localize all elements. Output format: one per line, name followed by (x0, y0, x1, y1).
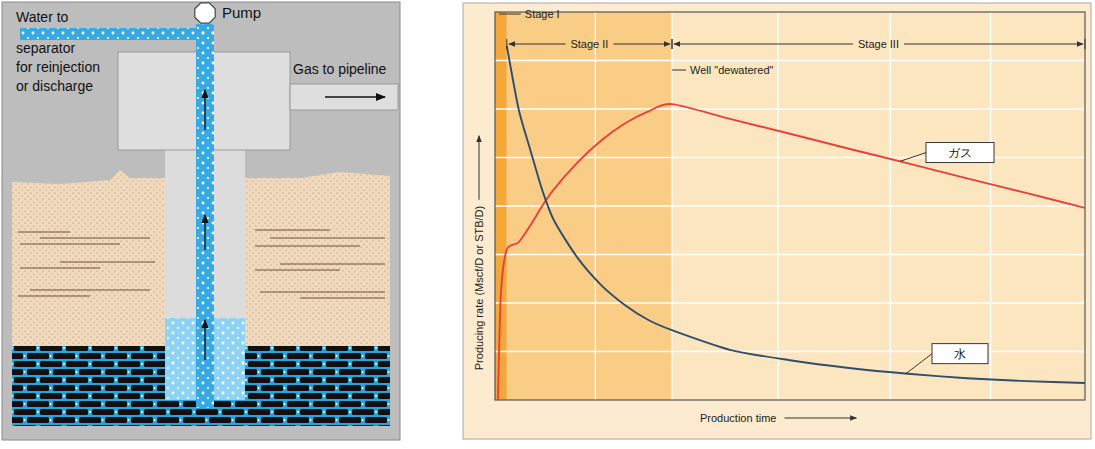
tubing (196, 24, 214, 408)
grid-line-y (495, 302, 1085, 303)
x-axis-arrow (784, 418, 856, 419)
rock-layer (255, 229, 330, 230)
water-outlet-label: or discharge (16, 78, 93, 94)
grid-line-y (495, 108, 1085, 109)
stage-arrow (613, 44, 670, 45)
series-group (498, 46, 1085, 400)
stage-tick (506, 39, 507, 49)
water-flow-arrow (204, 90, 205, 130)
grid-line-y (495, 205, 1085, 206)
rock-layer (300, 297, 385, 298)
gas-flow-arrow (325, 96, 385, 98)
stage-arrow (509, 44, 566, 45)
x-axis-title: Production time (700, 412, 776, 424)
rock-layer (20, 243, 120, 244)
stage-bands (495, 12, 1085, 400)
rock-layer (18, 231, 70, 232)
water-pipe (20, 28, 214, 40)
stage-tick (1085, 39, 1086, 49)
rock-layer (270, 237, 385, 238)
water-outlet-label: Water to (16, 9, 69, 25)
water-flow-arrow (204, 215, 205, 250)
pipe-bubbles (20, 28, 214, 40)
water-flow-arrow (204, 320, 205, 360)
pump (195, 3, 215, 23)
stage-arrow (904, 44, 1083, 45)
series-line (507, 46, 1085, 383)
rock-layer (280, 263, 385, 264)
pump-label: Pump (222, 4, 261, 21)
y-axis-arrow (479, 136, 480, 200)
rock-layer (255, 269, 340, 270)
rock-layer (20, 267, 100, 268)
grid-line-y (495, 60, 1085, 61)
rock-layer (40, 237, 150, 238)
rock-layer (30, 289, 150, 290)
rock-layer (60, 261, 155, 262)
chart-background (463, 3, 1091, 439)
stage-leader (499, 14, 521, 15)
plot-frame (495, 12, 1085, 400)
water-outlet-label: separator (16, 40, 75, 56)
stage-arrow (674, 44, 853, 45)
stage-label: Stage III (858, 38, 899, 50)
tubing-bubbles (196, 24, 214, 408)
stage-label: Stage I (525, 8, 560, 20)
rock-layer (255, 245, 360, 246)
series-label-box (926, 143, 994, 163)
series-label-leader (906, 354, 932, 374)
annotation-leader (672, 70, 686, 71)
rock-layer (260, 291, 385, 292)
y-axis-title: Producing rate (Mscf/D or STB/D) (473, 206, 485, 370)
gas-pipe (290, 84, 398, 110)
stage-labels: Stage I Stage II Stage III (499, 8, 1085, 50)
series-label-leader (900, 153, 926, 162)
stage-label: Stage II (570, 38, 608, 50)
figure: Pump Water to separator for reinjection or d… (0, 0, 1095, 449)
diagram-background (2, 2, 400, 440)
well-diagram: Pump Water to separator for reinjection or d… (2, 2, 400, 440)
chart: ガス水 Stage I Stage II Stage III Well "dewater… (463, 3, 1091, 439)
series-label-box (932, 344, 988, 364)
grid-line-y (495, 351, 1085, 352)
stage-tick (672, 39, 673, 49)
series-line (498, 104, 1085, 400)
series-labels: ガス水 (900, 143, 994, 374)
annotation: Well "dewatered" (690, 64, 774, 76)
water-outlet-label: for reinjection (16, 59, 100, 75)
grid-line-y (495, 254, 1085, 255)
series-label: 水 (954, 347, 966, 361)
gas-outlet-label: Gas to pipeline (293, 61, 387, 77)
series-label: ガス (948, 146, 972, 160)
stage-tick (672, 39, 673, 49)
rock-layer (18, 295, 90, 296)
